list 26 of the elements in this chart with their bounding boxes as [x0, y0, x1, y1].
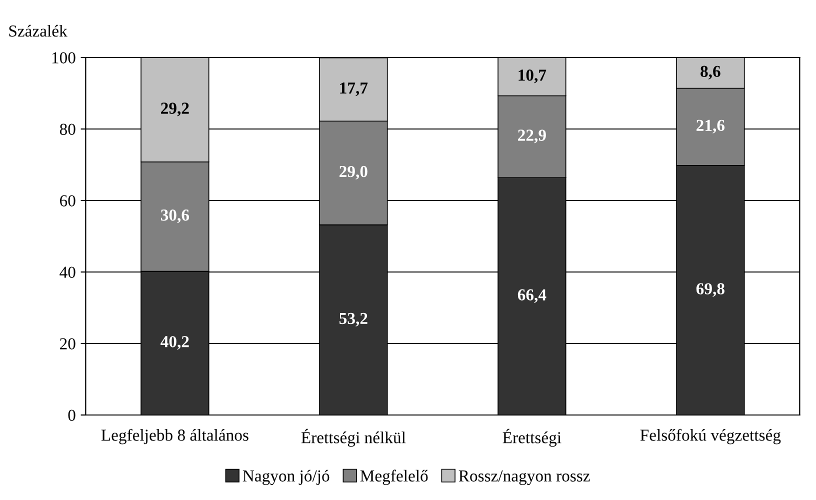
data-label: 29,0	[340, 166, 368, 180]
x-tick-label: Érettségi nélkül	[301, 428, 406, 447]
y-tick-label: 80	[60, 124, 76, 135]
data-label: 22,9	[518, 130, 546, 144]
y-tick-label: 100	[52, 52, 76, 64]
x-tick-label: Felsőfokú végzettség	[640, 428, 781, 444]
y-tick-label: 60	[60, 195, 76, 206]
data-label: 8,6	[700, 66, 720, 80]
data-label: 29,2	[161, 102, 189, 116]
data-label: 40,2	[160, 336, 189, 350]
legend-label: Rossz/nagyon rossz	[458, 470, 590, 485]
data-label: 69,8	[696, 283, 724, 297]
data-label: 21,6	[696, 120, 725, 134]
y-axis-title: Százalék	[9, 24, 68, 37]
data-label: 30,6	[160, 210, 190, 224]
legend-label: Nagyon jó/jó	[242, 470, 330, 485]
x-tick-label: Érettségi	[502, 428, 562, 447]
legend-label: Megfelelő	[360, 470, 428, 485]
data-label: 53,2	[340, 312, 368, 326]
y-tick-label: 20	[60, 338, 76, 350]
data-label: 10,7	[518, 70, 546, 84]
y-tick-label: 40	[60, 266, 76, 278]
data-label: 17,7	[340, 82, 368, 96]
data-label: 66,4	[518, 289, 546, 303]
y-tick-label: 0	[68, 410, 76, 421]
x-tick-label: Legfeljebb 8 általános	[101, 428, 248, 444]
